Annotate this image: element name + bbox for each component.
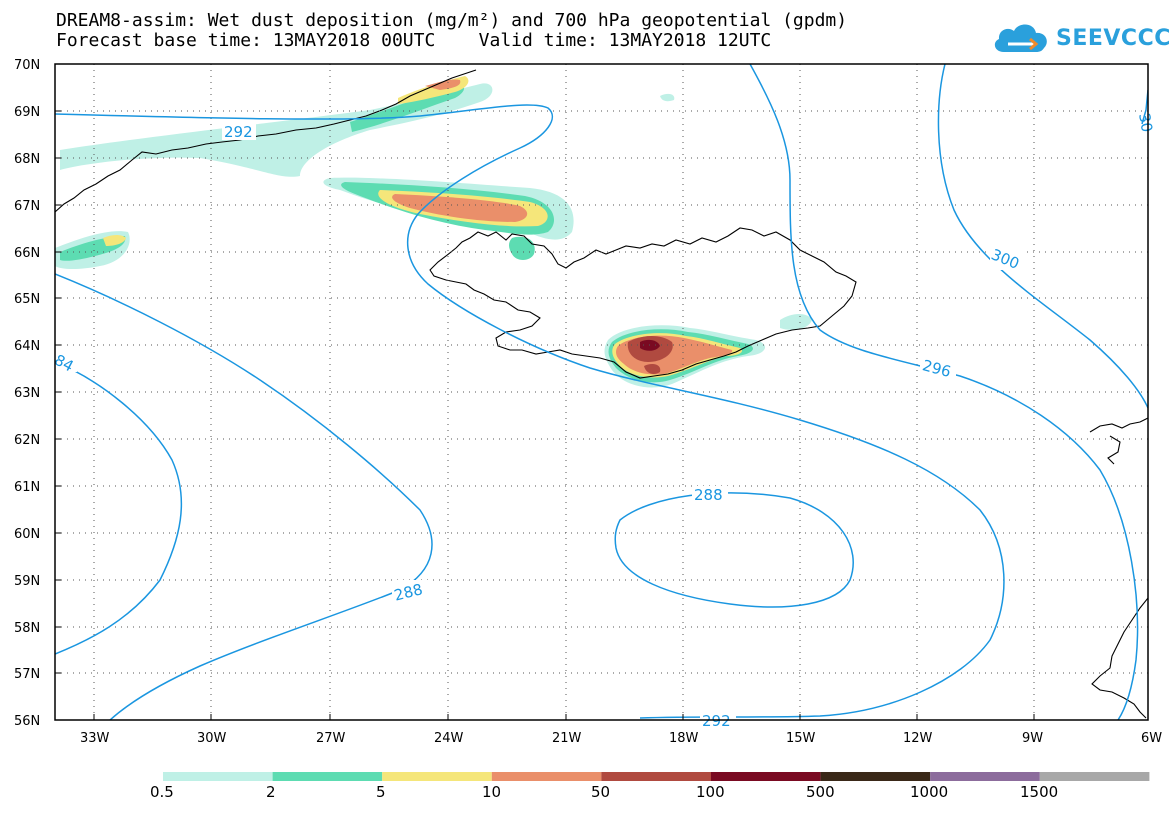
legend-label: 100 (696, 783, 725, 801)
dust-area-high (392, 194, 528, 222)
lon-label: 24W (434, 731, 464, 746)
lon-label: 6W (1141, 731, 1162, 746)
seevccc-logo: SEEVCCC (990, 18, 1171, 58)
isoline-296 (749, 64, 1139, 720)
coastlines (55, 69, 1148, 719)
isoline-label: 288 (694, 486, 723, 504)
dust-area-high (425, 79, 461, 90)
lon-label: 15W (786, 731, 816, 746)
lat-label: 57N (14, 667, 40, 682)
dust-area-mid (509, 236, 535, 260)
legend-color-bin (601, 772, 711, 781)
logo-text: SEEVCCC (1056, 25, 1171, 51)
map-title: DREAM8-assim: Wet dust deposition (mg/m²… (56, 10, 848, 31)
lon-label: 33W (80, 731, 110, 746)
isoline-284 (55, 361, 183, 655)
lat-label: 58N (14, 621, 40, 636)
lon-label: 12W (903, 731, 933, 746)
legend-label: 0.5 (150, 783, 174, 801)
dust-area-low (780, 314, 812, 330)
color-legend: 0.5 2 5 10 50 100 500 1000 1500 (150, 772, 1150, 801)
lat-label: 62N (14, 433, 40, 448)
legend-label: 5 (376, 783, 386, 801)
dust-area-low (60, 83, 493, 177)
isoline-288-center (614, 492, 854, 608)
lon-label: 9W (1022, 731, 1043, 746)
isoline-label: 30 (1135, 112, 1156, 134)
isoline-288-west (55, 273, 433, 720)
lon-label: 18W (669, 731, 699, 746)
legend-color-bin (491, 772, 602, 781)
lon-label: 30W (197, 731, 227, 746)
graticule (55, 64, 1148, 720)
isoline-labels: 292 300 296 288 288 84 292 30 (51, 112, 1156, 730)
lat-label: 59N (14, 574, 40, 589)
lat-label: 61N (14, 480, 40, 495)
cloud-icon (994, 24, 1047, 52)
forecast-time-line: Forecast base time: 13MAY2018 00UTC Vali… (56, 30, 772, 51)
legend-label: 2 (266, 783, 276, 801)
lon-label: 21W (552, 731, 582, 746)
latitude-labels: 70N 69N 68N 67N 66N 65N 64N 63N 62N 61N … (14, 58, 40, 729)
dust-area-very-high (644, 364, 661, 374)
lat-label: 60N (14, 527, 40, 542)
longitude-labels: 33W 30W 27W 24W 21W 18W 15W 12W 9W 6W (80, 731, 1162, 746)
legend-label: 1500 (1020, 783, 1058, 801)
scotland-coastline (1091, 597, 1148, 719)
legend-color-bin (382, 772, 492, 781)
dust-area-low (660, 93, 675, 102)
lat-label: 69N (14, 105, 40, 120)
lat-label: 70N (14, 58, 40, 73)
legend-label: 500 (806, 783, 835, 801)
isoline-label: 292 (702, 712, 731, 730)
lat-label: 65N (14, 292, 40, 307)
lat-label: 68N (14, 152, 40, 167)
legend-label: 10 (482, 783, 501, 801)
axis-ticks (55, 63, 1035, 720)
dust-deposition-field (55, 76, 812, 388)
lat-label: 67N (14, 199, 40, 214)
lat-label: 63N (14, 386, 40, 401)
legend-label: 50 (591, 783, 610, 801)
isoline-300 (937, 64, 1148, 409)
legend-color-bin (272, 772, 383, 781)
isoline-label: 292 (224, 123, 253, 141)
legend-color-bin (711, 772, 821, 781)
legend-color-bin (930, 772, 1040, 781)
iceland-coastline (429, 227, 857, 379)
isoline-292-north (55, 104, 1005, 719)
lat-label: 66N (14, 246, 40, 261)
legend-color-bin (163, 772, 273, 781)
faroe-coastline (1089, 417, 1148, 465)
lat-label: 56N (14, 714, 40, 729)
dust-area-moderate (103, 235, 126, 246)
lat-label: 64N (14, 339, 40, 354)
legend-color-bin (820, 772, 931, 781)
legend-label: 1000 (910, 783, 948, 801)
lon-label: 27W (316, 731, 346, 746)
legend-color-bin (1039, 772, 1150, 781)
